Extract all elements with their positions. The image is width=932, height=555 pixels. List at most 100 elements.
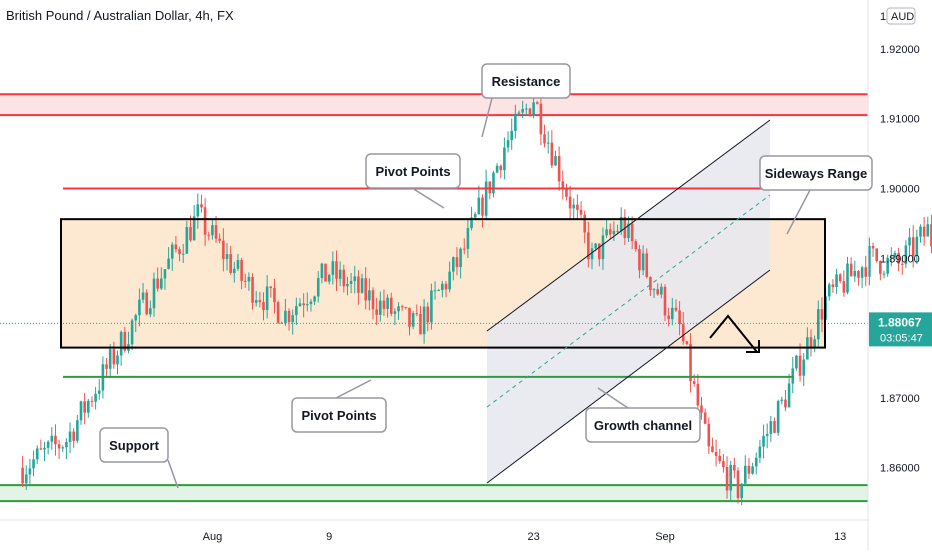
candle-body: [674, 307, 678, 311]
candle-body: [105, 364, 108, 369]
y-tick-label: 1.91000: [880, 114, 920, 126]
candle-body: [163, 269, 167, 279]
x-tick-label: 13: [834, 531, 846, 543]
callout-pivot-top-box: [365, 153, 461, 189]
candle-body: [152, 278, 156, 309]
candle-body: [433, 290, 437, 292]
candle-body: [630, 223, 634, 242]
candle-body: [725, 467, 729, 491]
candle-body: [130, 320, 134, 345]
callout-sideways-label: Sideways Range: [765, 166, 868, 181]
candle-body: [400, 306, 404, 308]
candle-body: [368, 290, 371, 301]
candle-body: [243, 280, 247, 282]
candle-body: [357, 276, 360, 293]
currency-badge[interactable]: [886, 7, 916, 25]
callout-support-pointer: [167, 459, 179, 489]
x-tick-label: 23: [527, 531, 539, 543]
candle-body: [470, 217, 473, 229]
candle-body: [678, 310, 681, 325]
y-tick-label: 1.90000: [880, 183, 920, 195]
candle-body: [776, 401, 780, 433]
price-tag-countdown: 03:05:47: [880, 332, 923, 344]
price-tag: [869, 312, 932, 347]
candle-body: [711, 446, 714, 453]
callout-resistance-box: [481, 63, 571, 99]
candle-body: [864, 267, 868, 277]
candle-body: [495, 165, 499, 173]
candle-body: [302, 303, 305, 306]
candle-body: [838, 274, 842, 282]
candle-body: [229, 254, 232, 273]
candle-body: [251, 276, 254, 303]
candle-body: [32, 459, 35, 469]
callout-growth: Growth channel: [585, 387, 701, 443]
candle-body: [499, 165, 503, 171]
callout-resistance-pointer: [481, 97, 493, 138]
candle-body: [616, 230, 619, 232]
candle-body: [218, 238, 221, 241]
candle-body: [882, 273, 886, 275]
candle-body: [276, 302, 280, 323]
candle-body: [565, 189, 568, 197]
candle-body: [211, 225, 214, 236]
candle-body: [119, 331, 123, 356]
candle-body: [287, 310, 291, 323]
candle-body: [795, 355, 798, 369]
candle-body: [360, 278, 364, 293]
candle-body: [327, 274, 331, 282]
candle-body: [561, 181, 565, 190]
candle-body: [528, 108, 532, 116]
candle-body: [729, 464, 732, 491]
candle-body: [404, 306, 408, 308]
candle-body: [649, 277, 652, 291]
candle-body: [316, 278, 320, 297]
candle-body: [46, 441, 50, 448]
candle-body: [747, 465, 751, 474]
candle-body: [484, 181, 488, 216]
sideways-range-box: [60, 218, 826, 349]
candle-body: [452, 257, 455, 272]
candle-body: [754, 457, 758, 467]
candle-body: [353, 276, 357, 281]
candle-body: [689, 343, 692, 382]
candle-body: [700, 405, 703, 413]
candle-body: [382, 300, 386, 309]
forecast-arrow: [709, 314, 758, 353]
candle-body: [448, 271, 451, 290]
candle-body: [660, 286, 663, 295]
candle-body: [254, 300, 258, 303]
callout-sideways: Sideways Range: [759, 155, 873, 235]
candle-body: [72, 431, 75, 441]
candle-body: [645, 253, 649, 278]
callout-pivot-top: Pivot Points: [365, 153, 461, 209]
candle-body: [338, 269, 342, 279]
candle-body: [608, 229, 612, 235]
candle-body: [462, 248, 466, 250]
candle-body: [160, 278, 163, 289]
candle-body: [817, 309, 820, 340]
y-tick-label: 1.86000: [880, 463, 920, 475]
candle-body: [583, 214, 586, 233]
candle-body: [656, 289, 659, 295]
candle-body: [820, 309, 824, 320]
candle-body: [718, 455, 722, 462]
candle-body: [90, 400, 94, 402]
candle-body: [79, 401, 83, 421]
candle-body: [408, 307, 411, 327]
candle-body: [181, 253, 185, 255]
candle-body: [269, 286, 273, 289]
candle-body: [203, 207, 207, 235]
candle-body: [185, 227, 189, 254]
callout-pivot-bottom-pointer: [335, 379, 372, 399]
candle-body: [397, 306, 400, 312]
candle-body: [594, 243, 597, 249]
candle-body: [813, 339, 816, 348]
candle-body: [83, 401, 86, 413]
candle-body: [740, 483, 743, 499]
candle-body: [116, 355, 119, 365]
candle-body: [703, 412, 707, 424]
candle-body: [911, 237, 915, 256]
